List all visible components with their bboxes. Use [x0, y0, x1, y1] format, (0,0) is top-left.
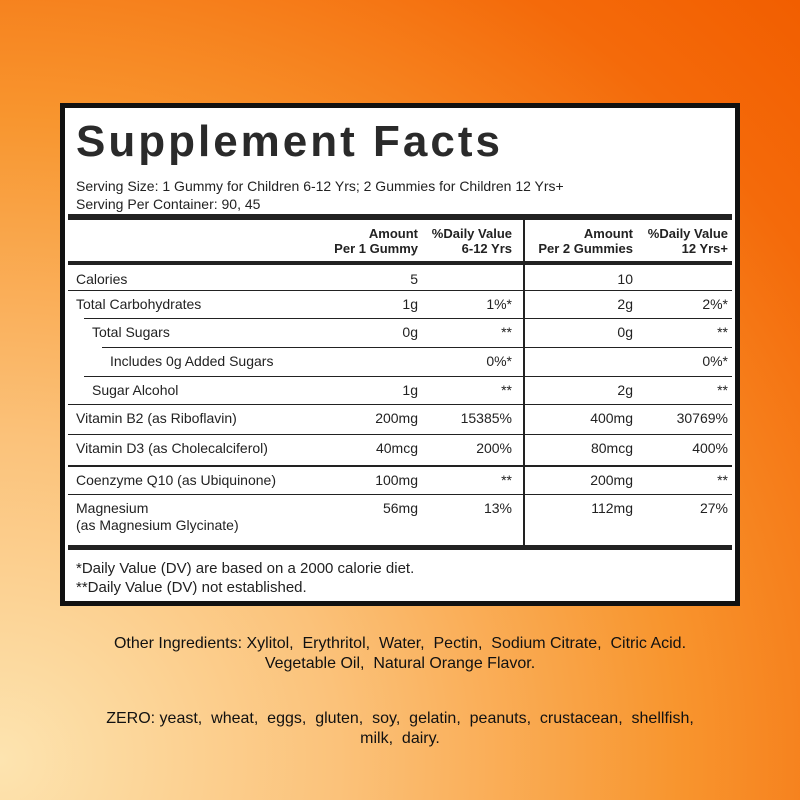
cell: 200mg — [590, 472, 633, 488]
cell: 80mcg — [590, 440, 633, 456]
cell: 5 — [410, 271, 418, 287]
cell: 1g — [402, 296, 418, 312]
cell: 200% — [476, 440, 512, 456]
thick-rule — [68, 261, 732, 265]
footnote: **Daily Value (DV) not established. — [76, 579, 307, 596]
row-name: Vitamin B2 (as Riboflavin) — [76, 410, 237, 426]
zero-list: ZERO: yeast, wheat, eggs, gluten, soy, g… — [106, 710, 694, 727]
row-name: Includes 0g Added Sugars — [110, 353, 274, 369]
cell: 2g — [617, 382, 633, 398]
row-rule — [102, 347, 732, 348]
row-name: Vitamin D3 (as Cholecalciferol) — [76, 440, 268, 456]
cell: 27% — [699, 500, 728, 516]
other-ingredients: Vegetable Oil, Natural Orange Flavor. — [264, 655, 536, 672]
row-name: Coenzyme Q10 (as Ubiquinone) — [76, 472, 276, 488]
footnote: *Daily Value (DV) are based on a 2000 ca… — [76, 560, 415, 577]
row-name-note: (as Magnesium Glycinate) — [76, 517, 239, 533]
cell: 100mg — [375, 472, 418, 488]
column-header: %Daily Value — [431, 226, 512, 241]
cell: 112mg — [591, 500, 633, 516]
cell: 13% — [483, 500, 512, 516]
column-header: 6-12 Yrs — [461, 241, 512, 256]
cell: 0%* — [486, 353, 512, 369]
row-name: Sugar Alcohol — [92, 382, 179, 398]
serving-size: Serving Size: 1 Gummy for Children 6-12 … — [76, 178, 564, 194]
column-header: 12 Yrs+ — [681, 241, 728, 256]
title: Supplement Facts — [76, 117, 503, 166]
facts-panel — [60, 103, 740, 606]
cell: 400mg — [590, 410, 633, 426]
cell: 1g — [402, 382, 418, 398]
cell: 30769% — [676, 410, 728, 426]
cell: ** — [501, 382, 512, 398]
cell: 2%* — [702, 296, 728, 312]
cell: ** — [717, 382, 728, 398]
row-name: Calories — [76, 271, 128, 287]
cell: 1%* — [486, 296, 512, 312]
row-name: Total Carbohydrates — [76, 296, 202, 312]
cell: ** — [501, 472, 512, 488]
cell: 40mcg — [375, 440, 418, 456]
row-rule — [68, 290, 732, 291]
other-ingredients: Other Ingredients: Xylitol, Erythritol, … — [113, 635, 687, 652]
column-header: Per 2 Gummies — [538, 241, 633, 256]
row-rule — [84, 376, 732, 377]
cell: 400% — [692, 440, 728, 456]
column-header: %Daily Value — [647, 226, 728, 241]
column-divider — [523, 220, 525, 545]
cell: 200mg — [375, 410, 418, 426]
row-rule — [84, 318, 732, 319]
cell: ** — [717, 324, 728, 340]
cell: 10 — [617, 271, 633, 287]
row-name: Magnesium — [76, 500, 149, 516]
cell: ** — [717, 472, 728, 488]
cell: 0%* — [702, 353, 728, 369]
row-rule — [68, 494, 732, 495]
row-rule — [68, 404, 732, 405]
column-header: Per 1 Gummy — [334, 241, 418, 256]
cell: 0g — [617, 324, 633, 340]
cell: 2g — [617, 296, 633, 312]
thick-rule — [68, 545, 732, 550]
cell: ** — [501, 324, 512, 340]
row-name: Total Sugars — [92, 324, 170, 340]
cell: 56mg — [382, 500, 418, 516]
column-header: Amount — [368, 226, 418, 241]
thick-rule — [68, 214, 732, 220]
cell: 15385% — [460, 410, 512, 426]
row-rule — [68, 434, 732, 435]
column-header: Amount — [583, 226, 633, 241]
cell: 0g — [402, 324, 418, 340]
servings-per-container: Serving Per Container: 90, 45 — [76, 196, 261, 212]
zero-list: milk, dairy. — [360, 730, 440, 747]
row-rule — [68, 465, 732, 467]
